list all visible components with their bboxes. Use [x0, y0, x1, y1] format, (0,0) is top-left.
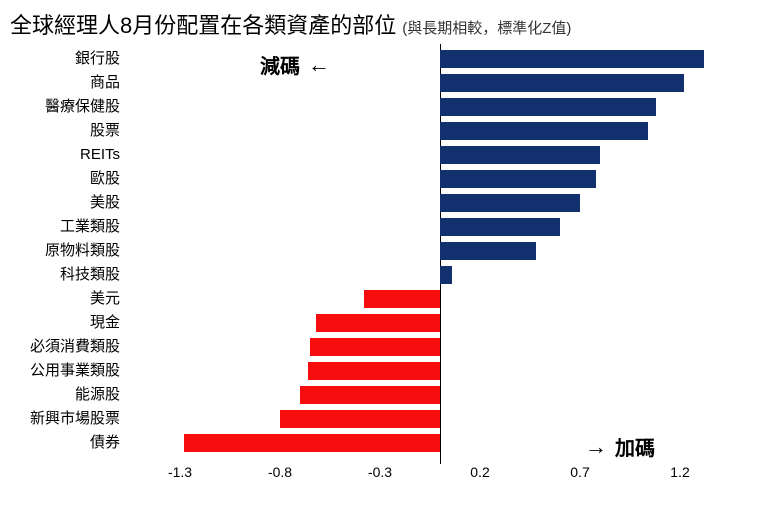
category-label: 銀行股 — [0, 50, 120, 68]
bar — [280, 410, 440, 428]
chart-subtitle: (與長期相較，標準化Z值) — [402, 17, 571, 38]
category-label: 能源股 — [0, 386, 120, 404]
bar — [440, 194, 580, 212]
category-label: 股票 — [0, 122, 120, 140]
category-label: 商品 — [0, 74, 120, 92]
title-row: 全球經理人8月份配置在各類資產的部位 (與長期相較，標準化Z值) — [0, 0, 760, 40]
category-label: REITs — [0, 146, 120, 164]
category-label: 美元 — [0, 290, 120, 308]
category-label: 公用事業類股 — [0, 362, 120, 380]
x-tick-label: 0.2 — [470, 464, 489, 480]
overweight-label: 加碼 — [615, 432, 655, 461]
bar — [184, 434, 440, 452]
bar — [440, 98, 656, 116]
category-label: 現金 — [0, 314, 120, 332]
bar — [440, 74, 684, 92]
category-label: 醫療保健股 — [0, 98, 120, 116]
category-label: 必須消費類股 — [0, 338, 120, 356]
category-label: 工業類股 — [0, 218, 120, 236]
overweight-annotation: → 加碼 — [585, 432, 655, 461]
bar — [440, 146, 600, 164]
bar — [440, 218, 560, 236]
arrow-right-icon: → — [585, 436, 607, 458]
category-label: 科技類股 — [0, 266, 120, 284]
x-tick-label: 0.7 — [570, 464, 589, 480]
bar — [440, 170, 596, 188]
category-label: 新興市場股票 — [0, 410, 120, 428]
chart-title: 全球經理人8月份配置在各類資產的部位 — [10, 8, 396, 40]
x-tick-label: -1.3 — [168, 464, 192, 480]
category-label: 債券 — [0, 434, 120, 452]
arrow-left-icon: ← — [308, 54, 330, 76]
bar — [364, 290, 440, 308]
x-tick-label: -0.8 — [268, 464, 292, 480]
bar — [440, 266, 452, 284]
bar — [440, 242, 536, 260]
bar — [440, 122, 648, 140]
plot-region: -1.3-0.8-0.30.20.71.2減碼←→加碼 — [130, 44, 730, 464]
category-label: 美股 — [0, 194, 120, 212]
category-label: 歐股 — [0, 170, 120, 188]
bar — [308, 362, 440, 380]
bar — [316, 314, 440, 332]
x-tick-label: -0.3 — [368, 464, 392, 480]
bar — [300, 386, 440, 404]
bar — [440, 50, 704, 68]
underweight-label: 減碼 — [260, 50, 300, 79]
x-tick-label: 1.2 — [670, 464, 689, 480]
category-label: 原物料類股 — [0, 242, 120, 260]
bar — [310, 338, 440, 356]
chart-area: -1.3-0.8-0.30.20.71.2減碼←→加碼 銀行股商品醫療保健股股票… — [0, 44, 760, 474]
underweight-annotation: 減碼 ← — [260, 50, 330, 79]
